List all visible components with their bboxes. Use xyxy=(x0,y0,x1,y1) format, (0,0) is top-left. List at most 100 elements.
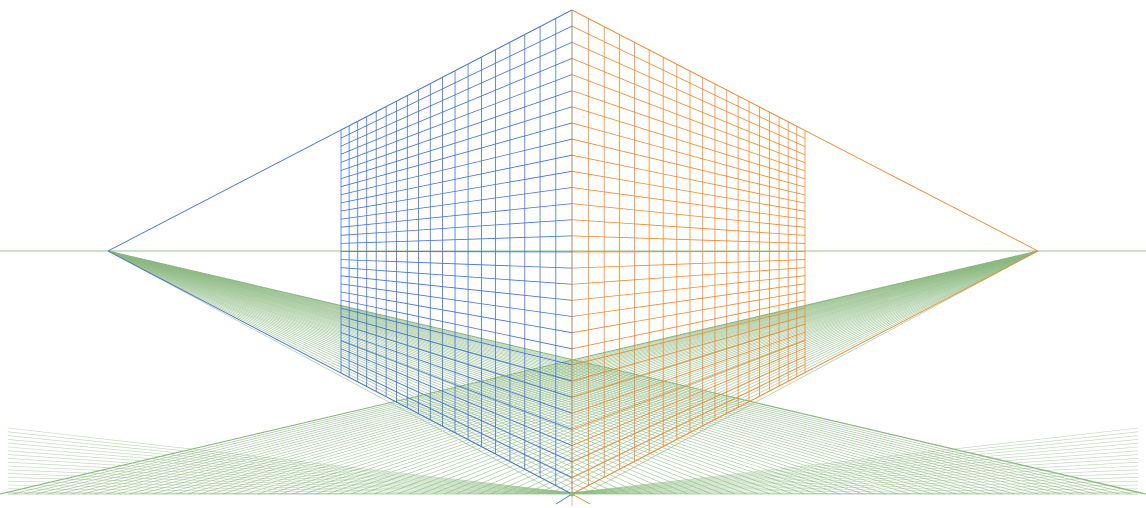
ground-ray-right xyxy=(140,250,1039,495)
right-wall-horizontal xyxy=(571,154,806,204)
left-wall-horizontal xyxy=(340,348,573,446)
left-top-edge xyxy=(107,9,573,252)
ground-ray-right xyxy=(490,250,1039,495)
left-wall-horizontal xyxy=(340,25,573,139)
ground-ray-right xyxy=(397,250,1039,495)
left-wall-horizontal xyxy=(340,187,573,220)
ground-ray-outer-right xyxy=(571,439,1139,494)
right-wall-horizontal xyxy=(571,251,806,253)
left-wall-horizontal xyxy=(340,259,573,269)
right-wall-horizontal xyxy=(571,315,806,382)
corner-marker xyxy=(569,491,575,506)
left-wall-horizontal xyxy=(340,307,573,366)
ground-ray-left xyxy=(107,250,817,495)
ground-ray-outer-left xyxy=(7,427,573,493)
ground-plane-grid xyxy=(0,250,1146,495)
ground-ray-right xyxy=(187,250,1039,495)
right-wall-horizontal xyxy=(571,138,806,196)
ground-ray-right xyxy=(362,250,1039,495)
ground-ray-right xyxy=(373,250,1039,495)
right-wall-horizontal xyxy=(571,283,806,317)
ground-ray-right xyxy=(257,250,1039,495)
left-wall-horizontal xyxy=(340,332,573,414)
ground-ray-left xyxy=(107,250,876,495)
ground-ray-outer-right xyxy=(571,427,1139,493)
ground-ray-outer-left xyxy=(7,473,573,494)
right-wall-horizontal xyxy=(571,90,806,172)
ground-ray-left xyxy=(107,250,852,495)
ground-ray-right xyxy=(560,250,1039,495)
ground-ray-outer-left xyxy=(7,469,573,494)
ground-ray-left xyxy=(107,250,1086,495)
left-wall-horizontal xyxy=(340,90,573,171)
ground-ray-left xyxy=(107,250,841,495)
ground-ray-outer-right xyxy=(571,431,1139,494)
left-wall-horizontal xyxy=(340,219,573,236)
ground-ray-right xyxy=(467,250,1039,495)
right-wall-horizontal xyxy=(571,259,806,269)
left-wall-horizontal xyxy=(340,291,573,334)
ground-ray-right xyxy=(443,250,1039,495)
ground-ray-outer-right xyxy=(571,473,1139,494)
ground-ray-right xyxy=(350,250,1039,495)
ground-ray-outer-left xyxy=(7,442,573,494)
ground-ray-right xyxy=(152,250,1039,495)
ground-ray-outer-left xyxy=(7,480,573,495)
ground-ray-left xyxy=(107,250,864,495)
ground-ray-outer-left xyxy=(7,488,573,495)
right-wall-horizontal xyxy=(571,275,806,301)
ground-ray-outer-right xyxy=(571,488,1139,495)
left-wall-horizontal xyxy=(340,235,573,244)
ground-ray-right xyxy=(280,250,1039,495)
right-wall-horizontal xyxy=(571,364,806,479)
ground-ray-outer-right xyxy=(571,461,1139,494)
right-wall-horizontal xyxy=(571,106,806,180)
ground-ray-outer-right xyxy=(571,450,1139,494)
ground-ray-left xyxy=(107,250,794,495)
right-edge-extension xyxy=(571,493,591,505)
left-wall-horizontal xyxy=(340,138,573,196)
ground-ray-right xyxy=(23,250,1039,495)
ground-ray-outer-right xyxy=(571,446,1139,494)
ground-ray-outer-left xyxy=(7,458,573,494)
left-edge-extension xyxy=(555,493,573,505)
ground-ray-right xyxy=(268,250,1039,495)
right-wall-horizontal xyxy=(571,347,806,446)
ground-ray-right xyxy=(35,250,1039,495)
right-top-edge xyxy=(571,9,1039,252)
left-wall-horizontal xyxy=(340,364,573,479)
left-wall-horizontal xyxy=(340,340,573,430)
ground-ray-outer-left xyxy=(7,446,573,494)
ground-ray-outer-right xyxy=(571,442,1139,494)
right-wall-horizontal xyxy=(571,291,806,334)
ground-ray-left xyxy=(107,250,596,495)
left-wall-grid xyxy=(107,9,573,505)
ground-ray-outer-right xyxy=(571,465,1139,494)
ground-ray-left xyxy=(107,250,887,495)
ground-ray-outer-left xyxy=(7,477,573,494)
right-wall-horizontal xyxy=(571,339,806,430)
ground-ray-outer-right xyxy=(571,454,1139,494)
right-wall-horizontal xyxy=(571,331,806,414)
ground-ray-outer-left xyxy=(7,461,573,494)
right-wall-horizontal xyxy=(571,356,806,463)
ground-ray-right xyxy=(58,250,1039,495)
ground-ray-left xyxy=(107,250,1109,495)
ground-ray-right xyxy=(117,250,1039,495)
ground-ray-right xyxy=(128,250,1039,495)
ground-ray-outer-left xyxy=(7,439,573,494)
right-wall-grid xyxy=(571,9,1039,505)
left-wall-horizontal xyxy=(340,324,573,398)
ground-ray-right xyxy=(233,250,1039,495)
ground-ray-right xyxy=(198,250,1039,495)
right-wall-horizontal xyxy=(571,170,806,212)
left-wall-horizontal xyxy=(340,74,573,163)
right-wall-horizontal xyxy=(571,235,806,244)
ground-ray-left xyxy=(107,250,899,495)
ground-ray-right xyxy=(245,250,1039,495)
ground-ray-outer-left xyxy=(7,484,573,495)
right-wall-horizontal xyxy=(571,41,806,147)
left-bottom-edge xyxy=(107,250,573,495)
